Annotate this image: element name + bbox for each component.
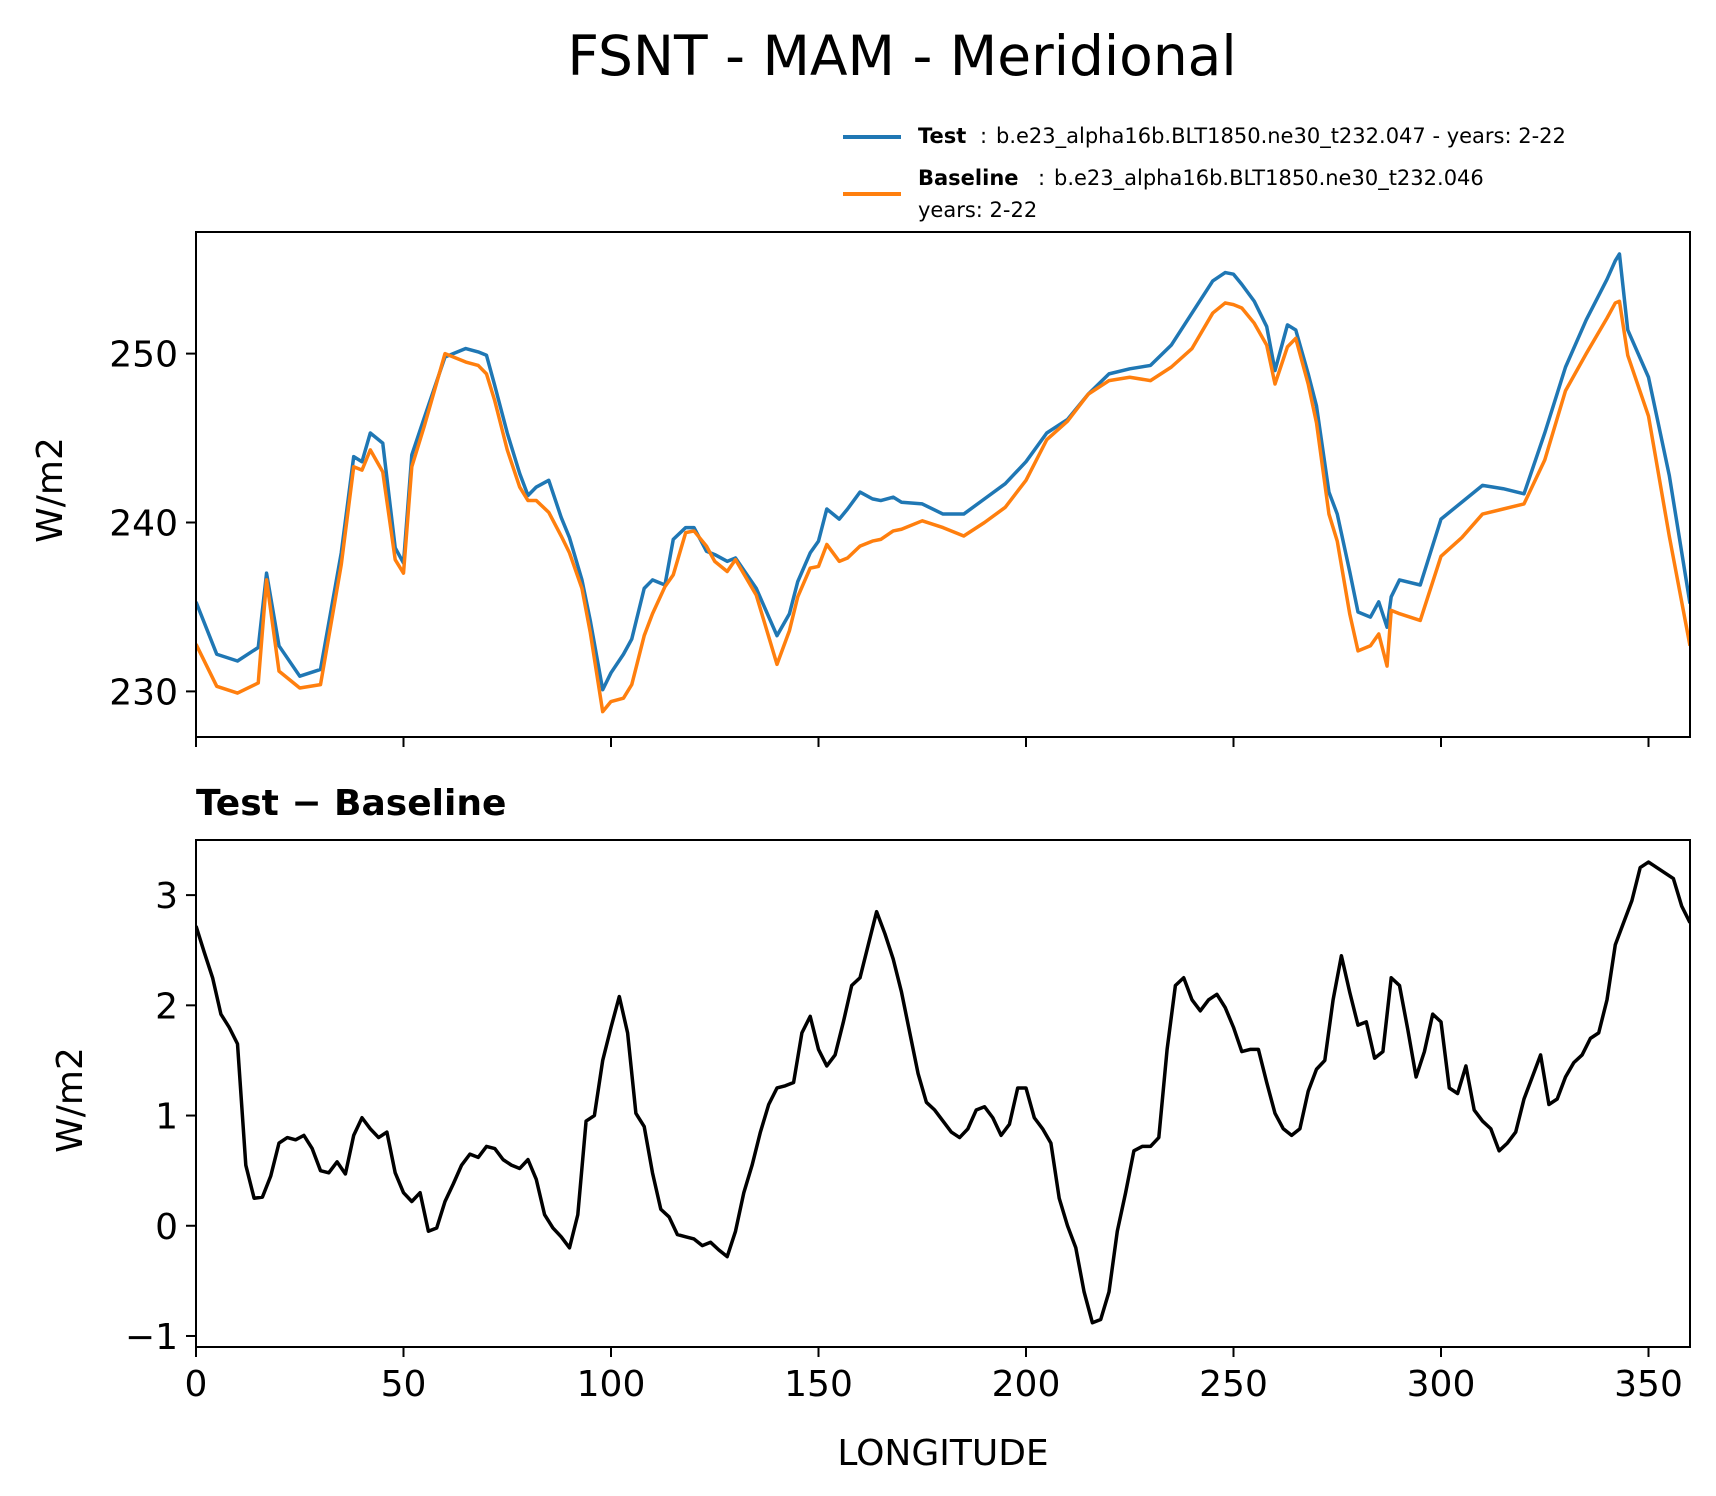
bottom-axes-frame <box>195 839 1691 1348</box>
legend-baseline-text-line1: b.e23_alpha16b.BLT1850.ne30_t232.046 <box>1054 166 1484 191</box>
legend-test-text: b.e23_alpha16b.BLT1850.ne30_t232.047 - y… <box>996 124 1566 149</box>
y-tick-label: 230 <box>109 672 178 713</box>
legend-test-label: Test <box>918 124 966 148</box>
x-tick-label: 100 <box>577 1364 646 1405</box>
bottom-y-axis-label: W/m2 <box>50 1047 91 1153</box>
legend-baseline-label: Baseline <box>918 166 1019 190</box>
top-panel: 230 240 250 W/m2 <box>30 231 1691 747</box>
bottom-series-group <box>196 860 1690 1325</box>
x-tick-label: 300 <box>1407 1364 1476 1405</box>
legend-baseline-text-line2: years: 2-22 <box>918 198 1037 222</box>
top-y-axis-label: W/m2 <box>30 437 71 543</box>
y-tick-label: −1 <box>125 1317 178 1358</box>
test-line <box>196 252 1690 692</box>
top-x-ticks <box>195 737 1650 747</box>
y-tick-label: 0 <box>155 1207 178 1248</box>
bottom-panel: Test − Baseline 0 50 100 150 200 250 300 350 −1… <box>50 783 1691 1474</box>
top-axes-frame <box>195 231 1691 738</box>
y-tick-label: 250 <box>109 335 178 376</box>
top-series-group <box>196 252 1690 714</box>
top-y-ticks: 230 240 250 <box>109 335 196 713</box>
legend: Test : b.e23_alpha16b.BLT1850.ne30_t232.… <box>843 124 1566 222</box>
bottom-panel-title: Test − Baseline <box>196 783 506 824</box>
x-axis-label: LONGITUDE <box>837 1433 1048 1474</box>
bottom-x-ticks: 0 50 100 150 200 250 300 350 <box>185 1347 1683 1405</box>
y-tick-label: 3 <box>155 876 178 917</box>
x-tick-label: 200 <box>992 1364 1061 1405</box>
x-tick-label: 350 <box>1614 1364 1683 1405</box>
x-tick-label: 250 <box>1199 1364 1268 1405</box>
legend-test-separator: : <box>980 124 987 148</box>
legend-baseline-separator: : <box>1038 166 1045 190</box>
y-tick-label: 240 <box>109 504 178 545</box>
diff-line <box>196 860 1690 1325</box>
x-tick-label: 150 <box>784 1364 853 1405</box>
bottom-y-ticks: −1 0 1 2 3 <box>125 876 196 1358</box>
y-tick-label: 1 <box>155 1097 178 1138</box>
figure-title: FSNT - MAM - Meridional <box>567 24 1236 88</box>
x-tick-label: 0 <box>185 1364 208 1405</box>
y-tick-label: 2 <box>155 986 178 1027</box>
x-tick-label: 50 <box>381 1364 427 1405</box>
baseline-line <box>196 299 1690 714</box>
